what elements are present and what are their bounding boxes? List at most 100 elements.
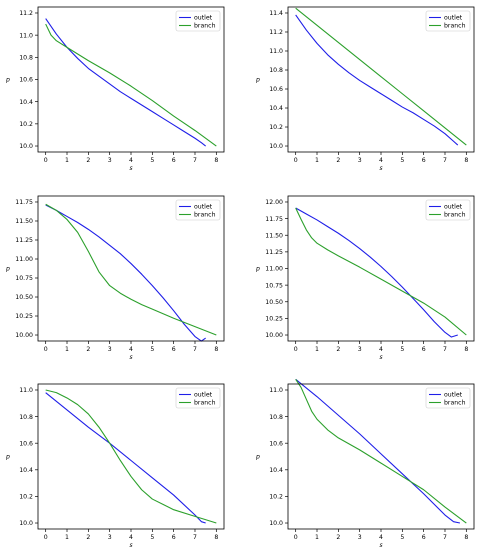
y-tick-label: 10.0 [19, 520, 33, 527]
chart-panel-6: 0 1 2 3 4 5 6 7 8 10.0 10.2 10.4 10.6 10.8 11.0 s p outle… [255, 378, 475, 549]
x-tick-label: 6 [172, 157, 176, 164]
x-tick-label: 7 [193, 157, 197, 164]
x-axis-label: s [129, 165, 133, 172]
x-tick-label: 2 [86, 157, 90, 164]
y-tick-label: 11.00 [265, 266, 283, 273]
x-tick-label: 5 [150, 157, 154, 164]
x-tick-label: 1 [315, 157, 319, 164]
series-line-outlet [295, 378, 461, 524]
x-tick-label: 7 [443, 157, 447, 164]
y-tick-label: 10.6 [269, 86, 283, 93]
legend-label-outlet: outlet [444, 15, 463, 22]
y-axis-label: p [5, 454, 10, 461]
y-tick-label: 11.4 [269, 10, 283, 17]
x-tick-label: 4 [379, 534, 383, 541]
x-tick-label: 5 [150, 346, 154, 353]
y-tick-label: 10.2 [19, 121, 33, 128]
y-tick-label: 10.8 [19, 55, 33, 62]
y-tick-label: 10.8 [269, 67, 283, 74]
x-tick-label: 8 [214, 157, 218, 164]
legend-label-branch: branch [444, 400, 466, 407]
x-tick-label: 4 [129, 534, 133, 541]
y-tick-label: 11.25 [265, 249, 283, 256]
y-tick-label: 10.0 [269, 520, 283, 527]
x-tick-label: 0 [44, 534, 48, 541]
x-axis-label: s [379, 165, 383, 172]
y-tick-label: 10.4 [269, 467, 283, 474]
legend-label-branch: branch [444, 212, 466, 219]
y-tick-label: 10.0 [269, 143, 283, 150]
y-tick-label: 11.0 [269, 48, 283, 55]
x-tick-label: 8 [214, 534, 218, 541]
legend-label-branch: branch [194, 400, 216, 407]
x-tick-label: 0 [294, 157, 298, 164]
x-tick-label: 4 [379, 157, 383, 164]
x-tick-label: 5 [400, 157, 404, 164]
y-tick-label: 10.4 [19, 467, 33, 474]
y-tick-label: 10.50 [265, 299, 283, 306]
x-tick-label: 7 [443, 346, 447, 353]
x-tick-label: 6 [422, 534, 426, 541]
series-line-outlet [45, 18, 206, 147]
x-tick-label: 8 [464, 534, 468, 541]
chart-panel-1: 0 1 2 3 4 5 6 7 8 10.0 10.2 10.4 10.6 10.8 11.0 11.2 s p o… [5, 6, 225, 172]
y-tick-label: 11.2 [19, 10, 33, 17]
y-tick-label: 10.2 [269, 124, 283, 131]
y-tick-label: 10.00 [15, 332, 33, 339]
x-axis-label: s [129, 354, 133, 361]
plot-frame [37, 383, 225, 530]
y-tick-label: 11.0 [19, 32, 33, 39]
series-line-branch [45, 23, 217, 147]
plot-frame [287, 195, 475, 342]
series-line-branch [45, 203, 217, 336]
x-tick-label: 0 [44, 346, 48, 353]
y-tick-label: 11.0 [269, 387, 283, 394]
x-axis-label: s [379, 542, 383, 549]
x-tick-label: 3 [358, 157, 362, 164]
plot-frame [287, 383, 475, 530]
x-tick-label: 8 [464, 157, 468, 164]
x-tick-label: 8 [214, 346, 218, 353]
y-tick-label: 10.4 [19, 99, 33, 106]
x-tick-label: 5 [150, 534, 154, 541]
x-tick-label: 5 [400, 346, 404, 353]
x-tick-label: 2 [336, 157, 340, 164]
y-axis-label: p [255, 77, 260, 84]
y-tick-label: 11.75 [15, 199, 33, 206]
y-tick-label: 12.00 [265, 199, 283, 206]
x-tick-label: 7 [193, 346, 197, 353]
x-axis-label: s [129, 542, 133, 549]
legend-label-outlet: outlet [444, 392, 463, 399]
y-tick-label: 10.8 [19, 414, 33, 421]
x-tick-label: 6 [172, 346, 176, 353]
x-tick-label: 4 [129, 346, 133, 353]
y-tick-label: 10.6 [19, 440, 33, 447]
y-axis-label: p [5, 77, 10, 84]
legend-label-outlet: outlet [444, 204, 463, 211]
y-tick-label: 10.8 [269, 414, 283, 421]
x-tick-label: 2 [86, 346, 90, 353]
legend-label-branch: branch [194, 212, 216, 219]
y-axis-label: p [5, 266, 10, 273]
x-tick-label: 6 [422, 346, 426, 353]
plot-frame [287, 6, 475, 153]
y-tick-label: 10.75 [265, 282, 283, 289]
y-tick-label: 10.0 [19, 143, 33, 150]
x-tick-label: 2 [86, 534, 90, 541]
y-tick-label: 10.2 [19, 494, 33, 501]
x-tick-label: 7 [443, 534, 447, 541]
series-line-branch [295, 7, 467, 146]
x-tick-label: 6 [172, 534, 176, 541]
x-axis-label: s [379, 354, 383, 361]
y-axis-label: p [255, 454, 260, 461]
legend-label-outlet: outlet [194, 204, 213, 211]
plot-frame [37, 195, 225, 342]
x-tick-label: 1 [65, 157, 69, 164]
x-tick-label: 1 [315, 346, 319, 353]
x-tick-label: 1 [315, 534, 319, 541]
